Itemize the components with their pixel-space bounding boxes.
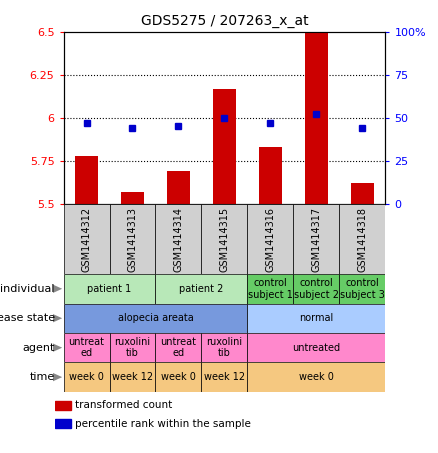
- Polygon shape: [53, 373, 62, 381]
- Text: ruxolini
tib: ruxolini tib: [114, 337, 151, 358]
- Bar: [155, 333, 201, 362]
- Text: week 12: week 12: [204, 372, 245, 382]
- Text: individual: individual: [0, 284, 55, 294]
- Bar: [55, 401, 71, 410]
- Text: GSM1414313: GSM1414313: [127, 207, 138, 272]
- Bar: [155, 274, 247, 304]
- Text: control
subject 2: control subject 2: [294, 278, 339, 299]
- Text: GSM1414316: GSM1414316: [265, 207, 276, 272]
- Bar: [293, 274, 339, 304]
- Bar: [110, 204, 155, 274]
- Bar: [201, 204, 247, 274]
- Bar: [64, 274, 155, 304]
- Bar: [351, 183, 374, 204]
- Text: patient 2: patient 2: [179, 284, 224, 294]
- Bar: [247, 304, 385, 333]
- Text: patient 1: patient 1: [87, 284, 132, 294]
- Polygon shape: [53, 343, 62, 352]
- Text: transformed count: transformed count: [74, 400, 172, 410]
- Text: GSM1414315: GSM1414315: [219, 207, 230, 273]
- Bar: [247, 362, 385, 392]
- Bar: [201, 333, 247, 362]
- Text: untreat
ed: untreat ed: [68, 337, 105, 358]
- Bar: [213, 88, 236, 204]
- Bar: [339, 204, 385, 274]
- Text: time: time: [29, 372, 55, 382]
- Bar: [247, 274, 293, 304]
- Text: week 12: week 12: [112, 372, 153, 382]
- Bar: [75, 156, 98, 204]
- Bar: [64, 304, 247, 333]
- Bar: [247, 333, 385, 362]
- Text: GSM1414312: GSM1414312: [81, 207, 92, 273]
- Polygon shape: [53, 284, 62, 293]
- Bar: [201, 362, 247, 392]
- Bar: [64, 333, 110, 362]
- Text: week 0: week 0: [161, 372, 196, 382]
- Bar: [64, 204, 110, 274]
- Text: alopecia areata: alopecia areata: [118, 313, 193, 323]
- Bar: [55, 419, 71, 428]
- Bar: [110, 333, 155, 362]
- Text: untreated: untreated: [293, 342, 340, 353]
- Text: control
subject 3: control subject 3: [340, 278, 385, 299]
- Bar: [293, 204, 339, 274]
- Text: percentile rank within the sample: percentile rank within the sample: [74, 419, 251, 429]
- Text: GSM1414318: GSM1414318: [357, 207, 367, 272]
- Bar: [64, 362, 110, 392]
- Text: agent: agent: [22, 342, 55, 353]
- Bar: [339, 274, 385, 304]
- Bar: [155, 362, 201, 392]
- Bar: [305, 32, 328, 204]
- Text: normal: normal: [299, 313, 334, 323]
- Text: week 0: week 0: [299, 372, 334, 382]
- Bar: [121, 192, 144, 204]
- Text: untreat
ed: untreat ed: [160, 337, 197, 358]
- Text: control
subject 1: control subject 1: [248, 278, 293, 299]
- Polygon shape: [53, 314, 62, 323]
- Bar: [247, 204, 293, 274]
- Title: GDS5275 / 207263_x_at: GDS5275 / 207263_x_at: [141, 14, 308, 28]
- Text: GSM1414317: GSM1414317: [311, 207, 321, 273]
- Bar: [259, 147, 282, 204]
- Bar: [110, 362, 155, 392]
- Text: week 0: week 0: [69, 372, 104, 382]
- Text: disease state: disease state: [0, 313, 55, 323]
- Text: ruxolini
tib: ruxolini tib: [206, 337, 243, 358]
- Bar: [167, 171, 190, 204]
- Bar: [155, 204, 201, 274]
- Text: GSM1414314: GSM1414314: [173, 207, 184, 272]
